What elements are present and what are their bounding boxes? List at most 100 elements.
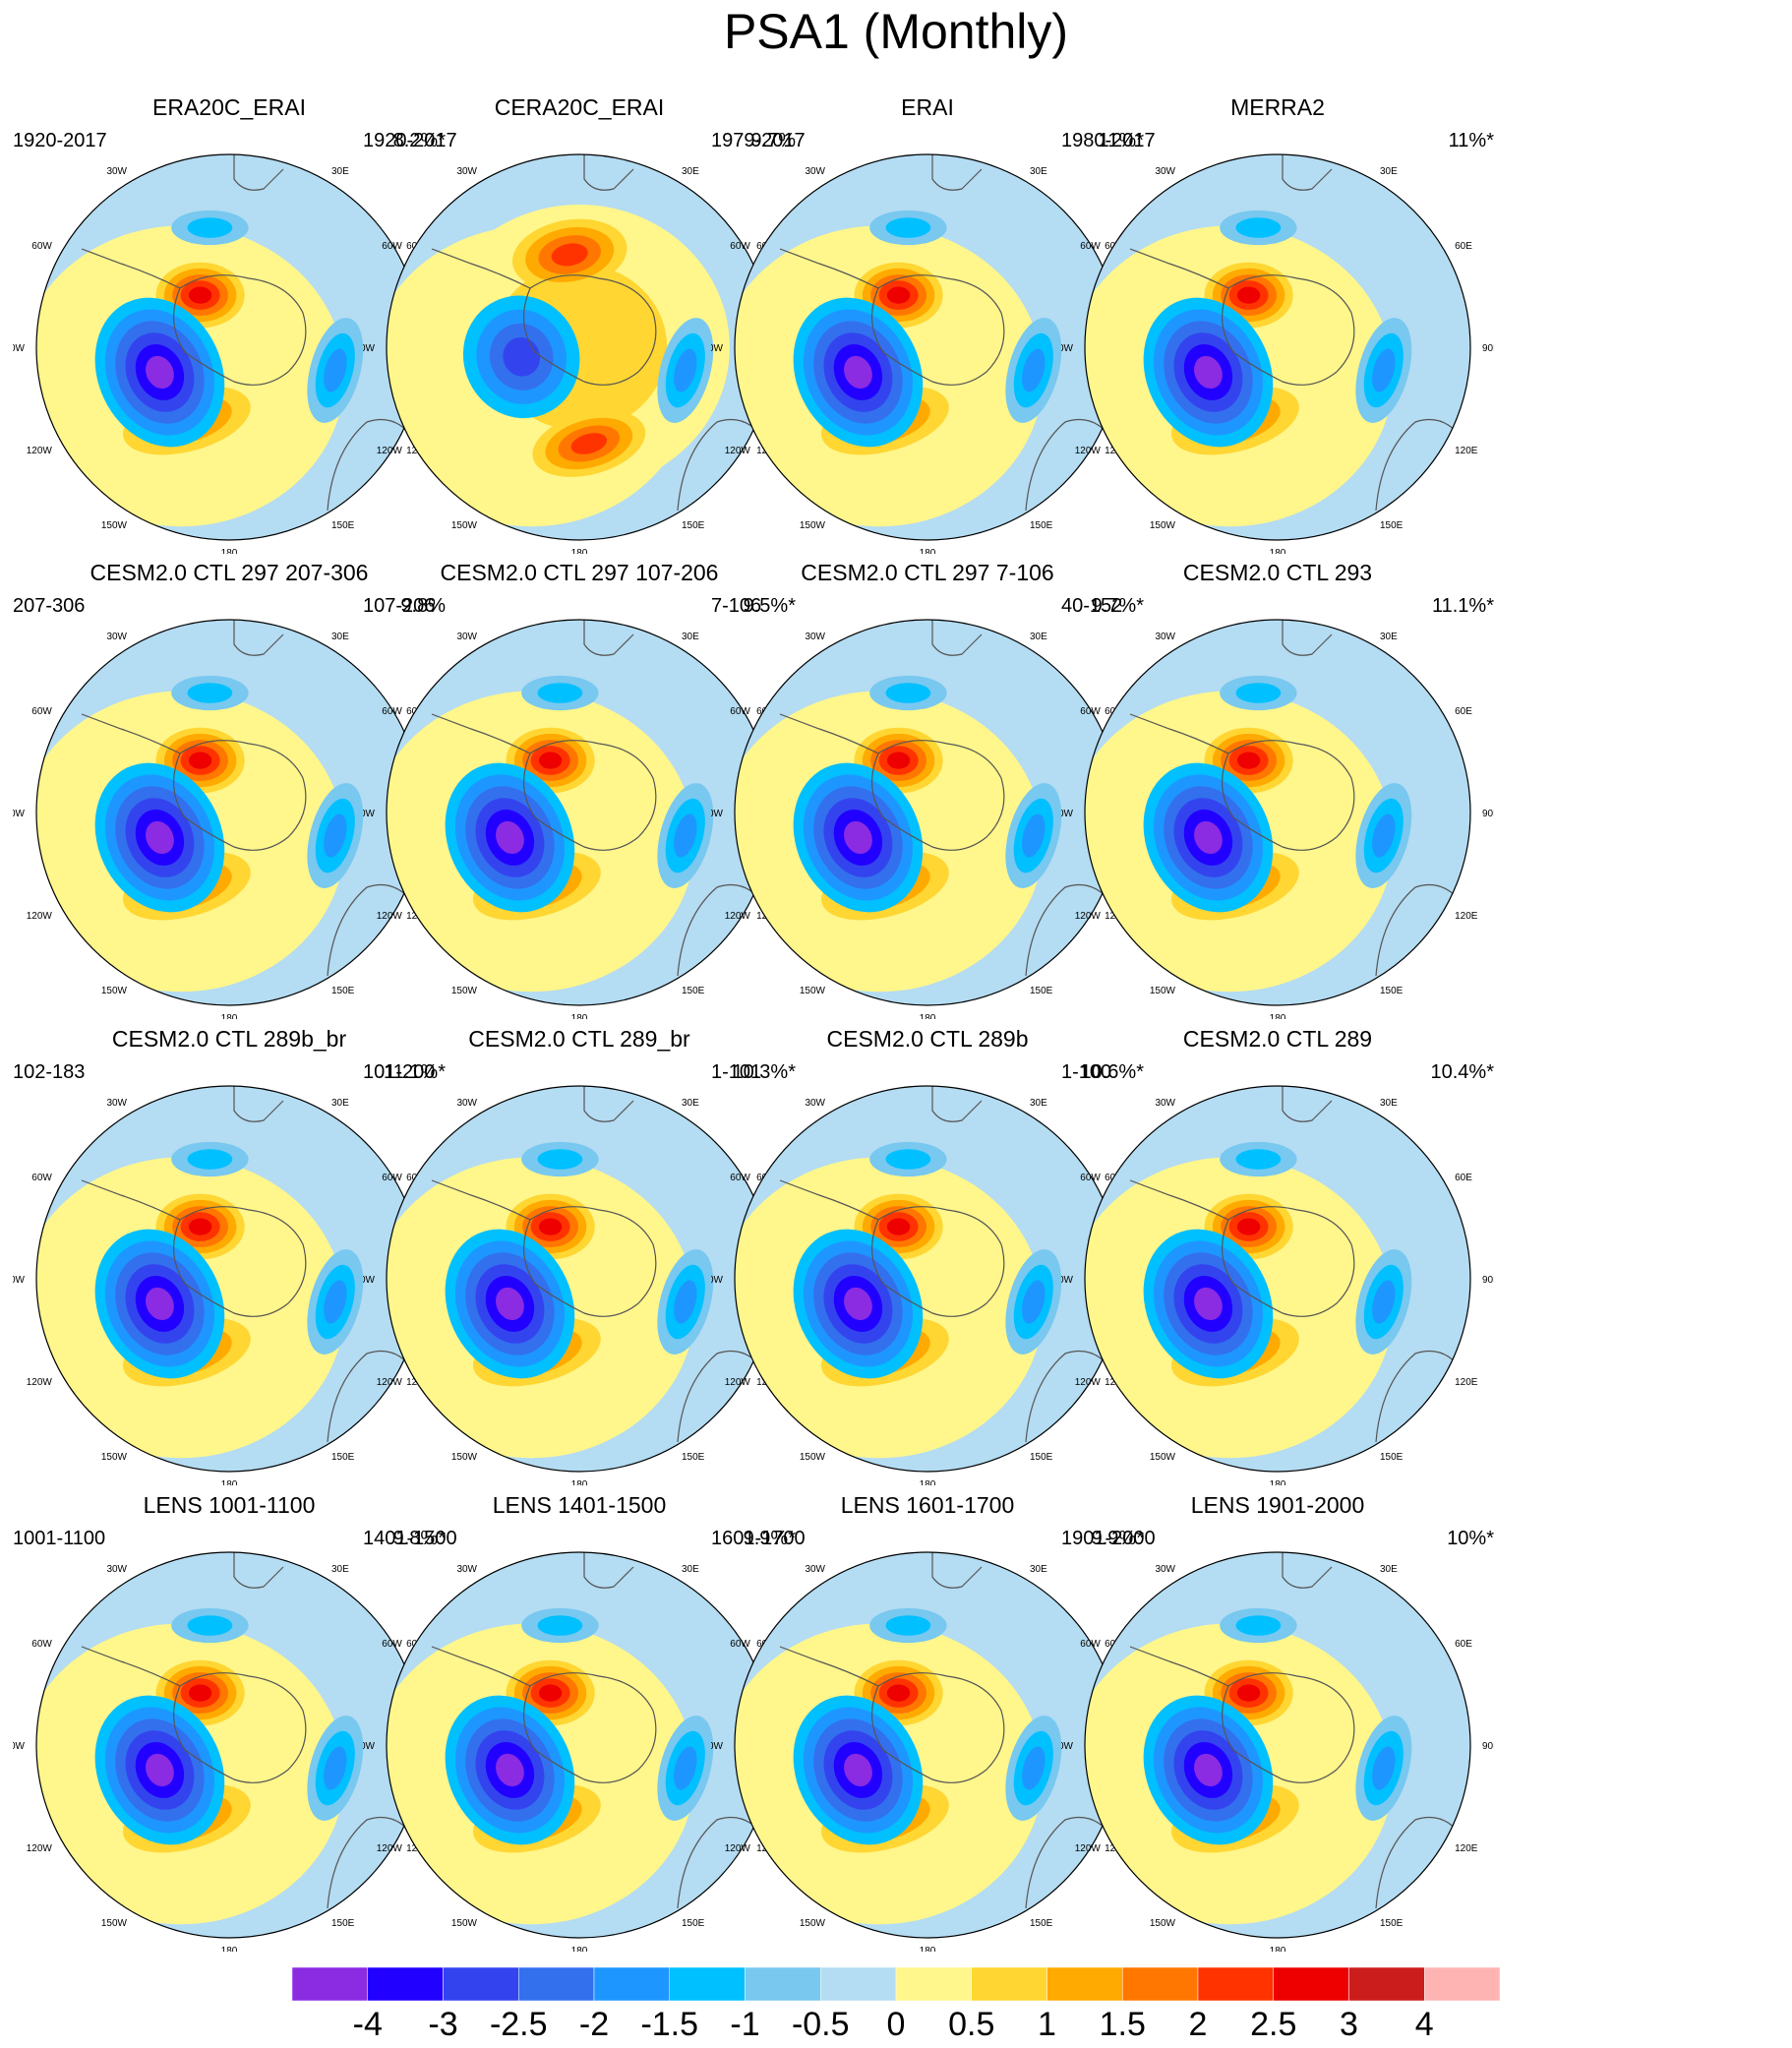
longitude-label: 150W — [1150, 986, 1176, 996]
longitude-label: 60W — [31, 241, 52, 252]
panel-title: LENS 1601-1700 — [840, 1492, 1015, 1518]
contour-level — [886, 286, 911, 304]
coastline — [81, 713, 181, 754]
contour-field — [387, 620, 772, 1005]
coastline — [1375, 1816, 1465, 1909]
longitude-label: 120W — [1075, 1377, 1102, 1388]
coastline — [522, 1672, 657, 1783]
contour-field — [387, 1086, 772, 1472]
contour-field — [735, 1552, 1120, 1938]
colorbar — [292, 1967, 1500, 2001]
map-panel: CESM2.0 CTL 297 107-206107-2069.5%*030E6… — [363, 559, 796, 1019]
panel-title: ERAI — [901, 94, 954, 120]
colorbar-swatch — [895, 1967, 972, 2001]
panel-years: 102-183 — [13, 1061, 86, 1083]
panel-years: 1-101 — [711, 1061, 762, 1083]
longitude-label: 60E — [1455, 1639, 1472, 1650]
polar-map: 030E60E90E120E150E180150W120W90W60W30W — [363, 153, 796, 554]
contour-level — [844, 820, 872, 855]
longitude-label: 150E — [1030, 520, 1053, 531]
panel-title: CESM2.0 CTL 289b — [826, 1026, 1029, 1052]
contour-level — [885, 217, 931, 238]
contour-level — [188, 752, 212, 769]
contour-level — [496, 820, 524, 855]
map-panel: CESM2.0 CTL 297 207-306207-3069.8%030E60… — [13, 559, 446, 1019]
coastline — [931, 1086, 983, 1122]
coastline — [779, 1646, 879, 1687]
colorbar-tick-label: -0.5 — [791, 2006, 850, 2043]
contour-level — [538, 1218, 563, 1235]
longitude-label: 30E — [1030, 1564, 1047, 1575]
contour-level — [886, 1218, 911, 1235]
longitude-label: 90W — [1061, 343, 1074, 354]
contour-level — [538, 752, 563, 769]
coastline — [870, 1206, 1005, 1317]
contour-level — [1194, 1753, 1223, 1787]
coastline — [583, 1086, 634, 1122]
polar-map: 030E60E90E120E150E180150W120W90W60W30W — [1061, 1085, 1494, 1485]
longitude-label: 60W — [730, 1173, 750, 1183]
panel-years: 1920-2017 — [13, 130, 107, 151]
contour-level — [1372, 348, 1396, 392]
colorbar-tick-label: -2 — [578, 2006, 610, 2043]
colorbar-swatch — [518, 1967, 595, 2001]
panel-percent: 11%* — [1448, 130, 1494, 151]
coastline — [327, 1816, 417, 1909]
longitude-label: 180 — [1270, 1479, 1286, 1485]
colorbar-tick-label: -1 — [730, 2006, 760, 2043]
contour-field — [36, 154, 422, 540]
longitude-label: 30E — [331, 1564, 349, 1575]
longitude-label: 150E — [331, 986, 355, 996]
coastline — [172, 1672, 307, 1783]
contour-field — [735, 1086, 1120, 1472]
polar-map: 030E60E90E120E150E180150W120W90W60W30W — [1061, 1551, 1494, 1952]
longitude-label: 90E — [1482, 343, 1494, 354]
map-panel: LENS 1901-20001901-200010%*030E60E90E120… — [1061, 1491, 1494, 1952]
contour-level — [551, 243, 588, 267]
map-panel: MERRA21980-201711%*030E60E90E120E150E180… — [1061, 93, 1494, 554]
contour-level — [324, 1280, 347, 1324]
longitude-label: 30W — [456, 632, 477, 642]
panel-percent: 9.8%* — [392, 1528, 446, 1549]
coastline — [1129, 1179, 1229, 1221]
panel-percent: 9.9%* — [1091, 1528, 1144, 1549]
coastline — [431, 1646, 531, 1687]
longitude-label: 180 — [920, 548, 936, 554]
longitude-label: 30W — [1155, 632, 1175, 642]
longitude-label: 30W — [805, 1098, 825, 1109]
longitude-label: 30E — [682, 166, 699, 177]
longitude-label: 180 — [571, 1479, 588, 1485]
polar-map: 030E60E90E120E150E180150W120W90W60W30W — [13, 1551, 446, 1952]
contour-field — [1085, 1086, 1470, 1472]
contour-level — [538, 1684, 563, 1702]
contour-level — [1372, 813, 1396, 858]
map-border — [1084, 1551, 1471, 1939]
longitude-label: 60E — [1455, 241, 1472, 252]
coastline — [233, 1552, 284, 1589]
panel-title: CESM2.0 CTL 289_br — [468, 1026, 690, 1052]
coastline — [1221, 740, 1355, 851]
panel-years: 1901-2000 — [1061, 1528, 1156, 1549]
polar-map: 030E60E90E120E150E180150W120W90W60W30W — [1061, 153, 1494, 554]
longitude-label: 30E — [682, 1564, 699, 1575]
panel-percent: 9.9%* — [743, 1528, 796, 1549]
longitude-label: 120W — [27, 911, 53, 922]
coastline — [583, 620, 634, 656]
polar-map: 030E60E90E120E150E180150W120W90W60W30W — [363, 619, 796, 1019]
contour-level — [844, 1753, 872, 1787]
longitude-label: 60W — [31, 1173, 52, 1183]
panel-years: 1001-1100 — [13, 1528, 106, 1549]
panel-title: CESM2.0 CTL 297 107-206 — [440, 560, 719, 585]
contour-field — [735, 620, 1120, 1005]
longitude-label: 60W — [730, 241, 750, 252]
colorbar-swatch — [1197, 1967, 1274, 2001]
longitude-label: 30W — [456, 1564, 477, 1575]
contour-level — [1235, 683, 1282, 703]
contour-level — [674, 813, 697, 858]
longitude-label: 150W — [800, 520, 826, 531]
longitude-label: 30W — [805, 1564, 825, 1575]
longitude-label: 150W — [101, 986, 128, 996]
longitude-label: 150W — [1150, 520, 1176, 531]
coastline — [931, 1552, 983, 1589]
longitude-label: 150W — [451, 1452, 478, 1463]
